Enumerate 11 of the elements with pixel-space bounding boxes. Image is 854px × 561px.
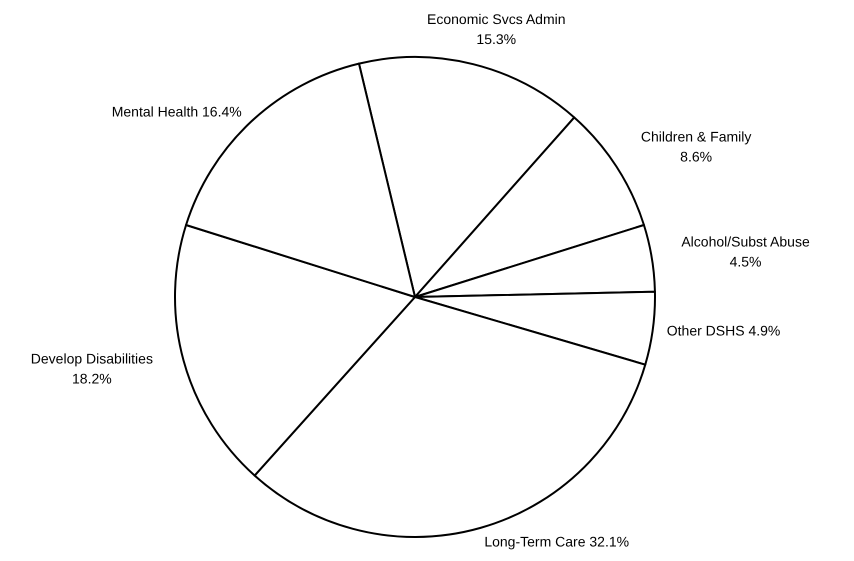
slice-label: Economic Svcs Admin	[427, 11, 566, 28]
slice-label: Alcohol/Subst Abuse	[681, 233, 810, 250]
data-label: 15.3%	[476, 31, 516, 48]
slice-label: Children & Family	[640, 128, 752, 144]
slice-label: Other DSHS 4.9%	[666, 322, 780, 338]
slice-label: Long-Term Care 32.1%	[484, 533, 630, 550]
data-label: 18.2%	[72, 370, 112, 387]
slice-label: Develop Disabilities	[30, 350, 153, 367]
slice-label: Mental Health 16.4%	[112, 103, 242, 120]
data-label: 4.5%	[730, 253, 762, 270]
data-label: 8.6%	[680, 148, 712, 164]
